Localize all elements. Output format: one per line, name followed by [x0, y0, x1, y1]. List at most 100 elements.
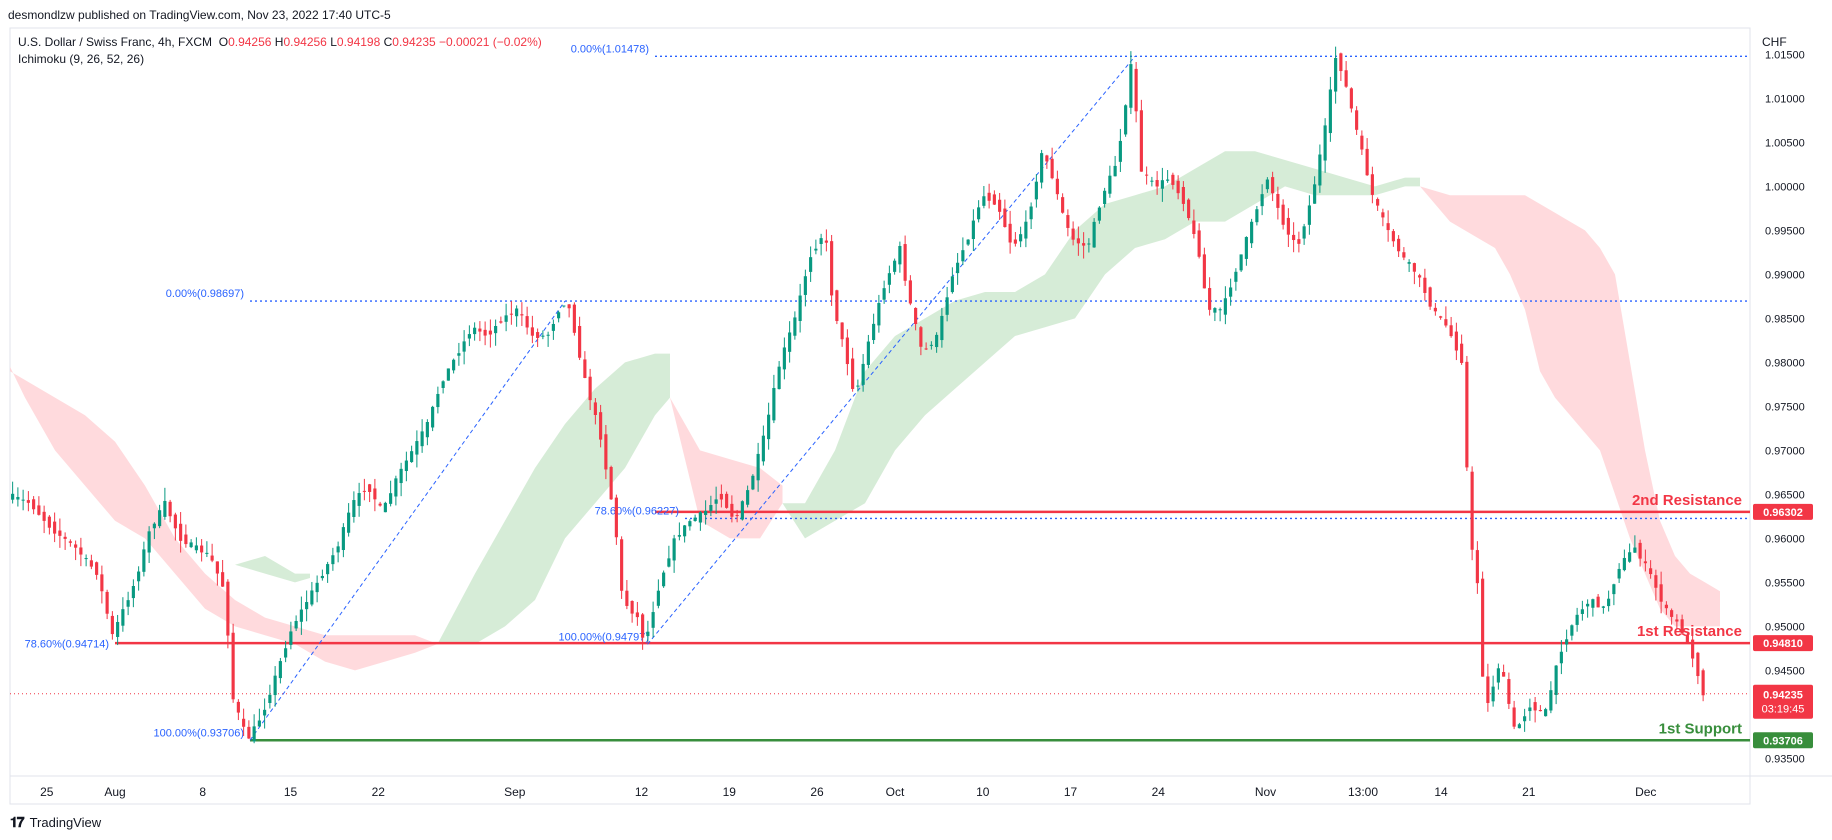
candle-body [1160, 180, 1164, 189]
candle-body [142, 549, 146, 572]
candle-body [1643, 561, 1647, 564]
level-price-tag [1753, 503, 1813, 520]
candle-body [137, 571, 141, 582]
candle-body [504, 315, 508, 322]
candle-body [1129, 64, 1133, 108]
candle-body [1523, 716, 1527, 722]
candle-body [1580, 609, 1584, 614]
candle-body [158, 510, 162, 527]
candle-body [1412, 263, 1416, 272]
candle-body [1250, 221, 1254, 244]
candle-body [924, 348, 928, 350]
tradingview-footer[interactable]: 𝟏𝟕 TradingView [10, 814, 101, 831]
tradingview-logo-icon: 𝟏𝟕 [10, 814, 25, 830]
candle-body [352, 500, 356, 517]
candle-body [473, 327, 477, 335]
price-tick-label: 0.98000 [1765, 357, 1805, 369]
candle-body [32, 499, 36, 510]
candle-body [578, 325, 582, 358]
candle-body [583, 359, 587, 378]
candle-body [147, 531, 151, 553]
price-tick-label: 0.96000 [1765, 533, 1805, 545]
candle-body [667, 558, 671, 567]
candle-body [79, 547, 83, 555]
candle-body [1066, 215, 1070, 228]
price-tick-label: 0.99000 [1765, 269, 1805, 281]
candle-body [604, 434, 608, 470]
candle-body [236, 701, 240, 713]
candle-body [1397, 238, 1401, 252]
candle-body [11, 493, 15, 500]
candle-body [935, 334, 939, 348]
candle-body [683, 525, 687, 537]
candle-body [756, 453, 760, 481]
candle-body [719, 493, 723, 500]
price-axis[interactable]: 1.01500 1.01000 1.00500 1.00000 0.99500 0.990… [1765, 49, 1805, 765]
candle-body [215, 561, 219, 574]
candle-body [1061, 197, 1065, 213]
candle-body [903, 244, 907, 281]
candle-body [1460, 343, 1464, 363]
candle-body [483, 329, 487, 336]
last-price-tag [1753, 684, 1813, 719]
candle-body [1113, 165, 1117, 177]
candle-body [714, 499, 718, 504]
candle-body [1003, 208, 1007, 228]
candle-body [1596, 596, 1600, 608]
candle-body [1680, 619, 1684, 634]
candle-body [1349, 88, 1353, 109]
candle-body [788, 332, 792, 352]
candle-body [856, 385, 860, 387]
candle-body [457, 353, 461, 356]
indicator-legend[interactable]: Ichimoku (9, 26, 52, 26) [18, 52, 145, 66]
cloud-segment [670, 397, 783, 539]
candle-body [1617, 568, 1621, 579]
candle-body [1370, 174, 1374, 195]
candle-body [252, 726, 256, 742]
candle-body [394, 478, 398, 497]
candle-body [205, 552, 209, 554]
candle-body [1281, 204, 1285, 225]
countdown-text: 03:19:45 [1762, 704, 1805, 716]
candle-body [803, 276, 807, 295]
level-name-label: 1st Resistance [1637, 623, 1742, 640]
candle-body [614, 497, 618, 538]
candle-body [1491, 686, 1495, 702]
candle-body [378, 503, 382, 506]
candle-body [1628, 552, 1632, 562]
price-tick-label: 0.94500 [1765, 665, 1805, 677]
candle-body [1512, 707, 1516, 727]
candle-body [436, 393, 440, 408]
candle-body [971, 220, 975, 240]
candle-body [1108, 175, 1112, 194]
brand-name: TradingView [29, 815, 102, 830]
candle-body [368, 484, 372, 492]
candle-body [1433, 307, 1437, 312]
candle-body [1024, 221, 1028, 239]
level-price-text: 0.93706 [1763, 735, 1803, 747]
candle-body [278, 661, 282, 679]
candle-body [289, 631, 293, 645]
open-label: O [215, 35, 229, 49]
time-axis[interactable]: 25 Aug 8 15 22 Sep 12 19 26 Oct 10 17 24 Nov 13:00 14 21… [40, 785, 1656, 799]
price-tick-label: 0.93500 [1765, 753, 1805, 765]
candle-body [431, 406, 435, 428]
candle-body [152, 523, 156, 529]
candle-body [1612, 584, 1616, 595]
candle-body [966, 239, 970, 245]
candle-body [341, 527, 345, 551]
symbol-name[interactable]: U.S. Dollar / Swiss Franc, 4h, FXCM [18, 35, 213, 49]
candle-body [488, 330, 492, 335]
candle-body [525, 316, 529, 328]
candle-body [1449, 325, 1453, 337]
candle-body [840, 322, 844, 340]
candle-body [446, 368, 450, 381]
candle-body [1082, 243, 1086, 246]
candle-body [1034, 181, 1038, 200]
candle-body [551, 323, 555, 331]
cloud-segment [437, 353, 670, 644]
time-tick-label: Oct [886, 785, 905, 799]
fib-label: 0.00%(0.98697) [166, 288, 244, 300]
candle-body [1045, 155, 1049, 162]
